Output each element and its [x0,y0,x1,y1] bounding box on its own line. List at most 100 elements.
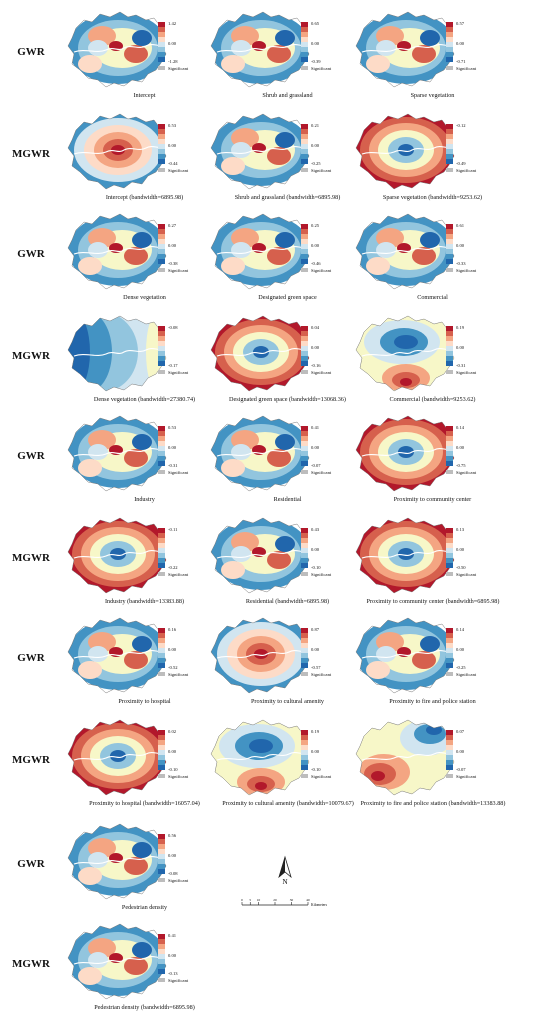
legend-swatch [158,356,165,361]
legend-value-label: -0.50 [456,565,466,570]
legend-swatch [446,558,453,563]
legend-swatch [301,346,308,351]
model-label: GWR [17,450,45,462]
legend-swatch [301,356,308,361]
legend-value-label: 0.21 [311,123,320,128]
map-caption: Pedestrian density (bandwidth=6895.98) [94,1004,195,1011]
coefficient-zone [88,852,108,868]
legend-swatch [301,37,308,42]
legend-swatch [158,254,165,259]
legend-swatch [158,954,165,959]
legend-swatch [446,755,453,760]
legend-value-label: -0.10 [311,565,321,570]
legend-value-label: 0.61 [456,223,465,228]
coefficient-zone [398,144,414,156]
significant-swatch [158,168,165,172]
legend-swatch [158,735,165,740]
significant-swatch [158,370,165,374]
legend-swatch [301,27,308,32]
coefficient-map-panel: 0.04 0.00 -0.16 Significant Designated green… [205,312,370,420]
legend-value-label: 0.00 [311,647,320,652]
coefficient-map-panel: 0.41 0.00 -0.07 Significant Residential [205,412,370,520]
significant-swatch [301,168,308,172]
color-legend: 0.04 0.00 -0.16 Significant [301,325,361,390]
color-legend: 0.19 0.00 -0.10 Significant [301,729,361,794]
map-caption: Proximity to hospital [118,698,171,705]
legend-swatch [301,259,308,264]
legend-significant-label: Significant [168,877,189,883]
choropleth-map [210,213,310,290]
map-caption: Dense vegetation (bandwidth=27380.74) [93,396,196,403]
model-label: MGWR [12,958,50,970]
legend-swatch [158,259,165,264]
coefficient-map-panel: 0.14 0.00 -0.75 Significant Proximity to com… [350,412,515,520]
legend-swatch [158,740,165,745]
legend-swatch [158,864,165,869]
legend-swatch [158,27,165,32]
legend-swatch [301,341,308,346]
legend-swatch [301,628,308,633]
significant-swatch [158,978,165,982]
coefficient-zone [124,449,148,467]
coefficient-zone [376,242,396,258]
legend-significant-label: Significant [168,773,189,779]
coefficient-zone [221,459,245,477]
coefficient-map-panel: 0.14 0.00 -0.25 Significant Proximity to fir… [350,614,515,722]
color-legend: 0.57 0.00 -0.71 Significant [446,21,506,86]
legend-value-label: -0.75 [456,463,466,468]
coefficient-zone [132,30,152,46]
legend-swatch [301,638,308,643]
coefficient-map-panel: 0.43 0.00 -0.10 Significant Residential (ban… [205,514,370,622]
legend-value-label: -0.07 [456,767,466,772]
legend-swatch [301,32,308,37]
coefficient-map-panel: 0.87 0.00 -0.57 Significant Proximity to cul… [205,614,370,722]
legend-swatch [446,461,453,466]
legend-swatch [158,538,165,543]
choropleth-map [210,11,310,88]
map-caption: Intercept (bandwidth=6895.98) [105,194,184,201]
color-legend: 0.61 0.00 -0.33 Significant [446,223,506,288]
legend-value-label: -0.39 [311,59,321,64]
legend-value-label: -0.52 [168,665,178,670]
color-legend: 0.41 0.00 -0.13 Significant [158,933,218,998]
choropleth-map [67,11,167,88]
coefficient-zone [267,551,291,569]
model-label: GWR [17,652,45,664]
legend-swatch [446,653,453,658]
legend-value-label: 0.25 [311,223,320,228]
legend-value-label: 0.00 [311,243,320,248]
coefficient-map-panel: 0.61 0.00 -0.33 Significant Commercial [350,210,515,318]
legend-swatch [301,351,308,356]
choropleth-map [67,923,167,1000]
coefficient-zone [366,661,390,679]
legend-value-label: 0.65 [311,21,320,26]
legend-significant-label: Significant [456,65,477,71]
color-legend: 0.53 0.00 -0.44 Significant [158,123,218,188]
legend-swatch [446,254,453,259]
river-thames [216,751,309,761]
legend-significant-label: Significant [168,267,189,273]
legend-significant-label: Significant [456,469,477,475]
scale-tick-label: 5 [249,898,251,902]
coefficient-zone [376,646,396,662]
legend-swatch [446,735,453,740]
legend-value-label: 0.04 [311,325,320,330]
coefficient-map-panel: 0.19 0.00 -0.10 Significant Proximity to cul… [205,716,370,824]
legend-swatch [158,745,165,750]
legend-significant-label: Significant [456,369,477,375]
color-legend: 1.42 0.00 -1.28 Significant [158,21,218,86]
coefficient-zone [132,842,152,858]
legend-value-label: 0.27 [168,223,177,228]
choropleth-map [355,719,455,796]
legend-value-label: -0.17 [168,363,178,368]
legend-value-label: 0.41 [311,425,320,430]
legend-swatch [301,558,308,563]
coefficient-zone [231,242,251,258]
legend-swatch [158,129,165,134]
legend-significant-label: Significant [168,65,189,71]
legend-swatch [158,431,165,436]
legend-significant-label: Significant [311,369,332,375]
coefficient-map-panel: -0.11 -0.22 Significant Industry (bandwidth… [62,514,227,622]
significant-swatch [301,774,308,778]
river-thames [73,549,166,559]
